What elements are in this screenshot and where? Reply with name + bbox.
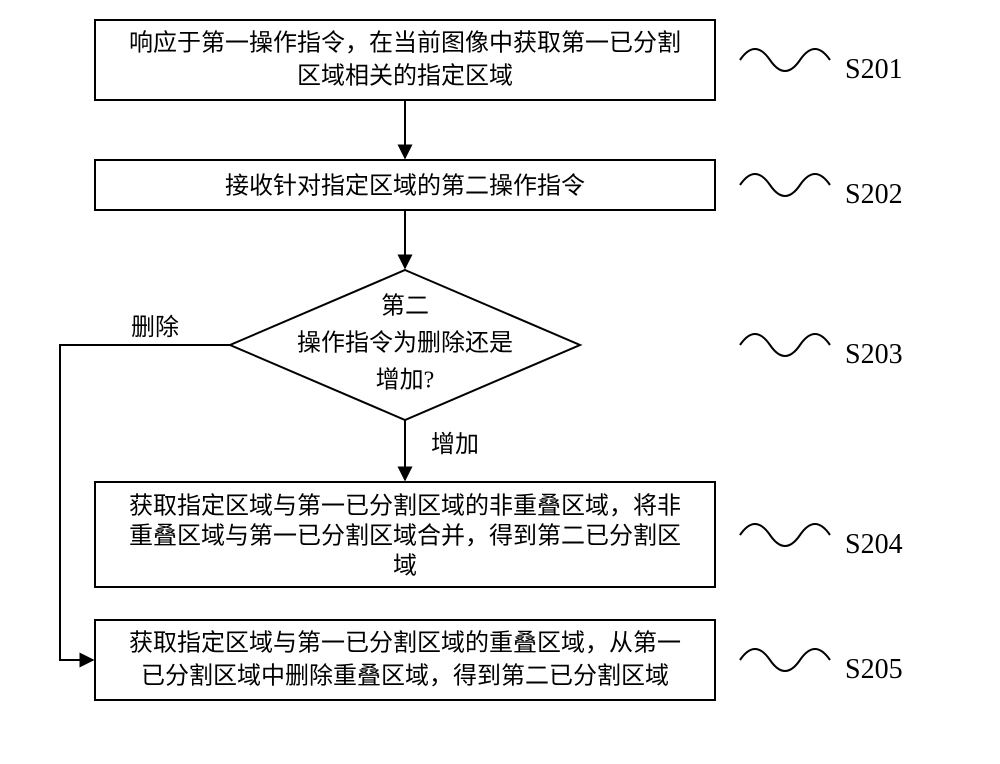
label-s204: S204 xyxy=(845,529,903,560)
s205-line1: 获取指定区域与第一已分割区域的重叠区域，从第一 xyxy=(129,630,681,657)
s203-line3: 增加? xyxy=(376,367,435,394)
connector-s203: S203 xyxy=(740,334,903,370)
edge-label-delete: 删除 xyxy=(131,314,179,341)
s203-line2: 操作指令为删除还是 xyxy=(297,330,513,357)
label-s202: S202 xyxy=(845,179,903,210)
label-s203: S203 xyxy=(845,339,903,370)
s204-line2: 重叠区域与第一已分割区域合并，得到第二已分割区 xyxy=(129,523,681,550)
step-s203-decision: 第二 操作指令为删除还是 增加? xyxy=(230,270,580,420)
step-s202: 接收针对指定区域的第二操作指令 xyxy=(95,160,715,210)
s204-line1: 获取指定区域与第一已分割区域的非重叠区域，将非 xyxy=(129,493,681,520)
edge-delete-branch: 删除 xyxy=(60,314,230,660)
label-s201: S201 xyxy=(845,54,903,85)
connector-s201: S201 xyxy=(740,49,903,85)
edge-add-branch: 增加 xyxy=(405,420,479,480)
connector-s204: S204 xyxy=(740,524,903,560)
s205-line2: 已分割区域中删除重叠区域，得到第二已分割区域 xyxy=(141,663,669,690)
s201-line2: 区域相关的指定区域 xyxy=(297,63,513,90)
connector-s202: S202 xyxy=(740,174,903,210)
s201-line1: 响应于第一操作指令，在当前图像中获取第一已分割 xyxy=(129,30,681,57)
step-s205: 获取指定区域与第一已分割区域的重叠区域，从第一 已分割区域中删除重叠区域，得到第… xyxy=(95,620,715,700)
connector-s205: S205 xyxy=(740,649,903,685)
flowchart-canvas: 响应于第一操作指令，在当前图像中获取第一已分割 区域相关的指定区域 接收针对指定… xyxy=(0,0,1000,764)
s202-line1: 接收针对指定区域的第二操作指令 xyxy=(225,173,585,200)
step-s204: 获取指定区域与第一已分割区域的非重叠区域，将非 重叠区域与第一已分割区域合并，得… xyxy=(95,482,715,587)
edge-label-add: 增加 xyxy=(431,431,479,458)
s204-line3: 域 xyxy=(393,553,417,580)
s203-line1: 第二 xyxy=(381,293,429,320)
label-s205: S205 xyxy=(845,654,903,685)
step-s201: 响应于第一操作指令，在当前图像中获取第一已分割 区域相关的指定区域 xyxy=(95,20,715,100)
